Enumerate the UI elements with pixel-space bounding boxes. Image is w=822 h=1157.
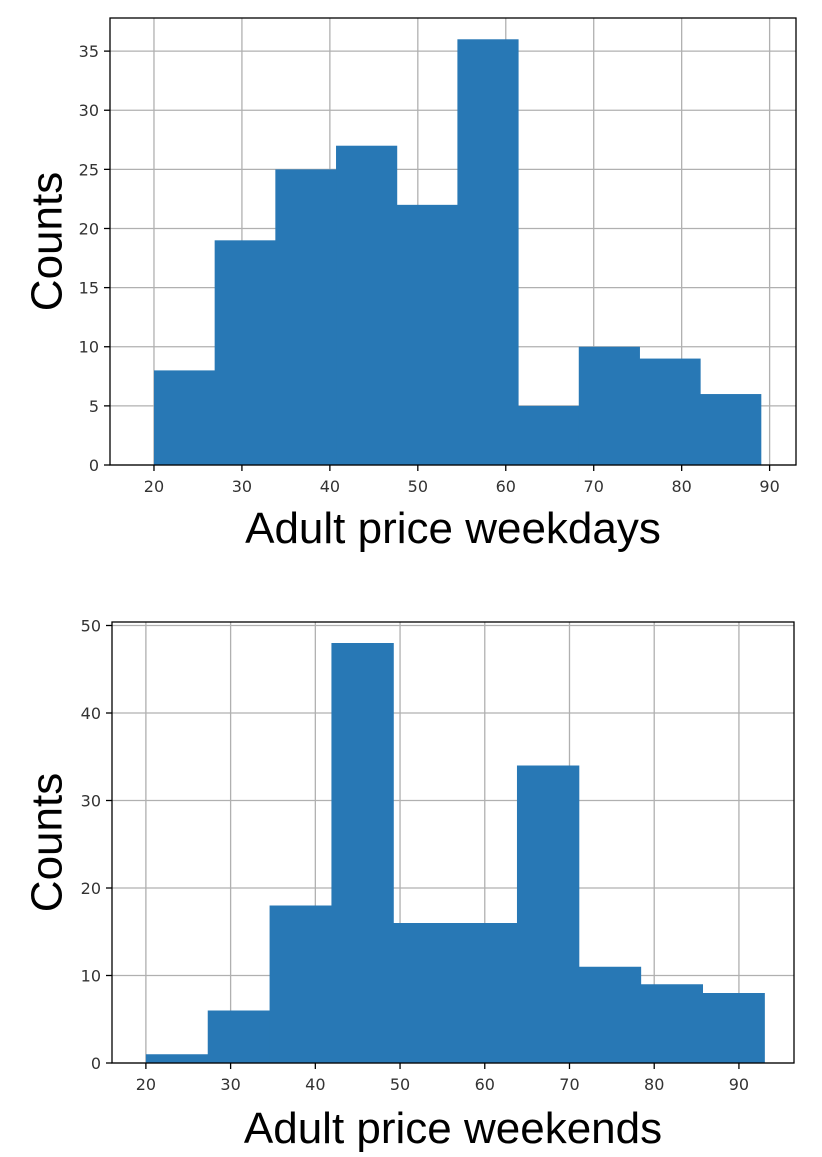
x-tick-label: 30 (220, 1075, 240, 1094)
x-tick-label: 50 (408, 477, 428, 496)
x-tick-label: 20 (136, 1075, 156, 1094)
histogram-bar (269, 905, 332, 1063)
x-tick-label: 90 (759, 477, 779, 496)
y-tick-label: 10 (79, 338, 99, 357)
y-tick-label: 0 (89, 456, 99, 475)
histogram-bar (214, 240, 276, 465)
y-tick-label: 5 (89, 397, 99, 416)
histogram-bar (455, 923, 518, 1063)
y-tick-label: 30 (81, 792, 101, 811)
x-tick-label: 90 (729, 1075, 749, 1094)
y-tick-label: 15 (79, 279, 99, 298)
histogram-bar (518, 405, 580, 465)
histogram-bar (336, 145, 398, 465)
histogram-bar (396, 204, 458, 466)
x-tick-label: 40 (305, 1075, 325, 1094)
x-tick-label: 50 (390, 1075, 410, 1094)
y-tick-label: 40 (81, 704, 101, 723)
x-tick-label: 70 (559, 1075, 579, 1094)
histogram-bar (207, 1010, 271, 1063)
histogram-bar (331, 643, 394, 1063)
y-tick-label: 0 (91, 1054, 101, 1073)
y-tick-label: 20 (81, 879, 101, 898)
x-tick-label: 80 (644, 1075, 664, 1094)
histogram-bar (640, 984, 704, 1063)
x-tick-label: 20 (144, 477, 164, 496)
x-tick-label: 60 (496, 477, 516, 496)
plot-frame (111, 621, 795, 1064)
histogram-bar (578, 966, 642, 1063)
histogram-bar (153, 370, 216, 465)
y-tick-label: 30 (79, 101, 99, 120)
plot-frame (109, 17, 797, 466)
x-tick-label: 60 (475, 1075, 495, 1094)
histogram-bar (639, 358, 701, 465)
ticks: 20 30 40 50 60 70 80 90 0 10 20 30 40 50 (81, 617, 749, 1095)
histogram-bar (393, 923, 456, 1063)
histogram-bar (700, 394, 762, 465)
x-tick-label: 80 (671, 477, 691, 496)
bars (145, 643, 765, 1063)
y-tick-label: 35 (79, 42, 99, 61)
histogram-bar (702, 993, 765, 1063)
y-tick-label: 10 (81, 967, 101, 986)
histogram-bar (145, 1054, 209, 1063)
y-axis-title: Counts (23, 773, 72, 912)
weekend-price-histogram: 20 30 40 50 60 70 80 90 0 10 20 30 40 50 Adult price … (23, 617, 795, 1153)
histogram-bar (578, 346, 640, 465)
x-axis-title: Adult price weekdays (245, 504, 661, 553)
y-tick-label: 50 (81, 617, 101, 636)
x-tick-label: 40 (320, 477, 340, 496)
y-tick-label: 20 (79, 219, 99, 238)
ticks: 20 30 40 50 60 70 80 90 0 5 10 15 20 25 30 35 (79, 42, 780, 496)
x-axis-title: Adult price weekends (244, 1104, 662, 1153)
histogram-bar (275, 169, 337, 465)
x-tick-label: 30 (232, 477, 252, 496)
histogram-bar (457, 39, 519, 466)
y-axis-title: Counts (23, 172, 72, 311)
y-tick-label: 25 (79, 160, 99, 179)
bars (153, 39, 762, 466)
weekday-price-histogram: 20 30 40 50 60 70 80 90 0 5 10 15 20 25 30 35 Adult pri… (23, 17, 797, 553)
x-tick-label: 70 (584, 477, 604, 496)
histogram-bar (516, 765, 580, 1063)
